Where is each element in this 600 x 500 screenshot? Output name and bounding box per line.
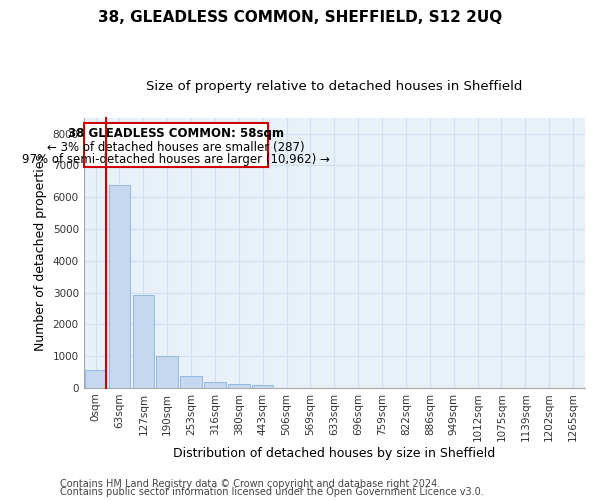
Bar <box>85 370 106 388</box>
Title: Size of property relative to detached houses in Sheffield: Size of property relative to detached ho… <box>146 80 523 93</box>
Text: Contains HM Land Registry data © Crown copyright and database right 2024.: Contains HM Land Registry data © Crown c… <box>60 479 440 489</box>
Text: 38, GLEADLESS COMMON, SHEFFIELD, S12 2UQ: 38, GLEADLESS COMMON, SHEFFIELD, S12 2UQ <box>98 10 502 25</box>
Bar <box>133 295 154 388</box>
Bar <box>252 385 274 388</box>
Text: ← 3% of detached houses are smaller (287): ← 3% of detached houses are smaller (287… <box>47 140 304 153</box>
Bar <box>181 376 202 388</box>
Bar <box>157 356 178 388</box>
X-axis label: Distribution of detached houses by size in Sheffield: Distribution of detached houses by size … <box>173 447 496 460</box>
Bar <box>109 185 130 388</box>
Text: 97% of semi-detached houses are larger (10,962) →: 97% of semi-detached houses are larger (… <box>22 152 329 166</box>
Bar <box>228 384 250 388</box>
Text: 38 GLEADLESS COMMON: 58sqm: 38 GLEADLESS COMMON: 58sqm <box>68 127 284 140</box>
Y-axis label: Number of detached properties: Number of detached properties <box>34 154 47 352</box>
Text: Contains public sector information licensed under the Open Government Licence v3: Contains public sector information licen… <box>60 487 484 497</box>
Bar <box>204 382 226 388</box>
Bar <box>83 122 268 167</box>
